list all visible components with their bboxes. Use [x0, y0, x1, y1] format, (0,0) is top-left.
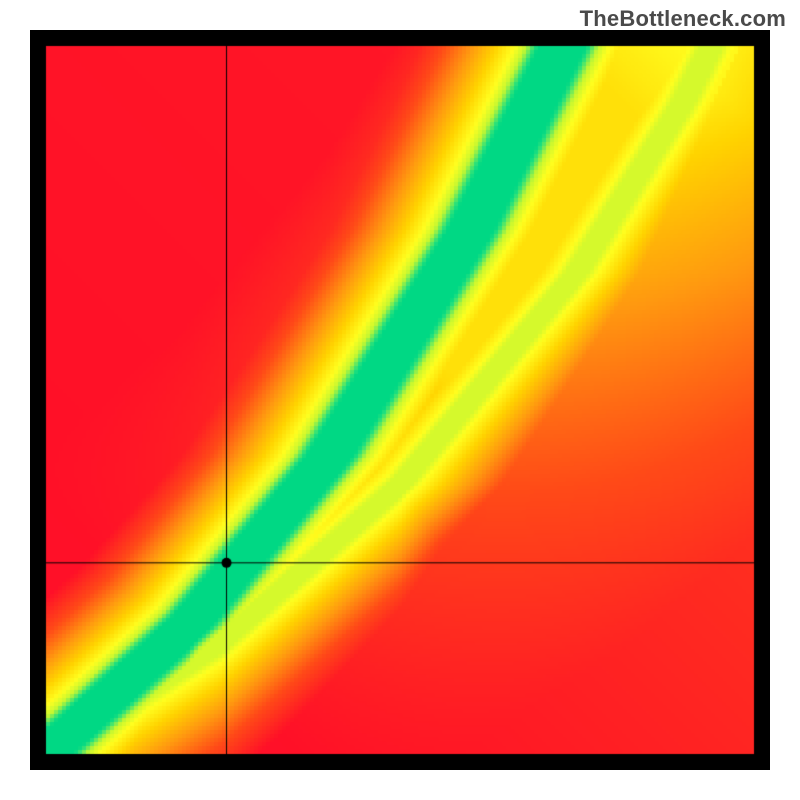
watermark-text: TheBottleneck.com [580, 6, 786, 32]
bottleneck-heatmap-chart [30, 30, 770, 770]
